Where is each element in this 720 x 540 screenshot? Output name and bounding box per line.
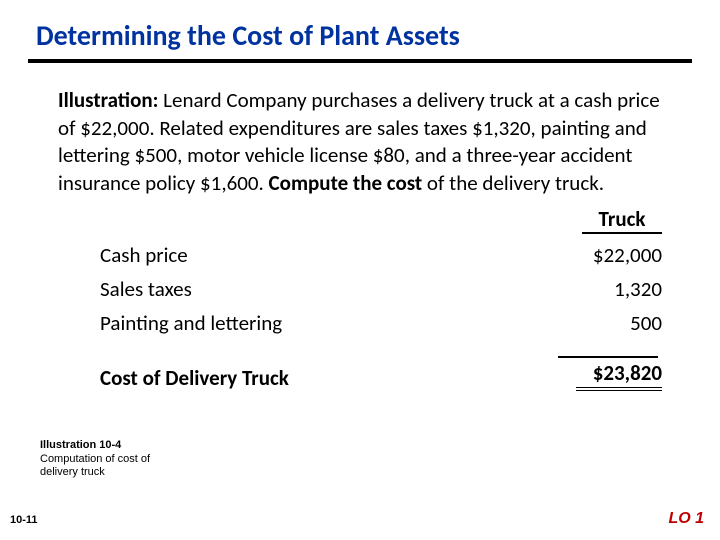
- illustration-paragraph: Illustration: Lenard Company purchases a…: [0, 63, 720, 202]
- table-row: Cash price $22,000: [100, 238, 662, 272]
- paragraph-tail: of the delivery truck.: [422, 170, 604, 196]
- row-value: 500: [448, 306, 662, 340]
- table-header-truck: Truck: [582, 206, 662, 234]
- total-value-cell: $23,820: [448, 356, 662, 395]
- row-value: 1,320: [448, 272, 662, 306]
- cost-table: Truck Cash price $22,000 Sales taxes 1,3…: [0, 202, 720, 395]
- caption-title: Illustration 10-4: [40, 439, 190, 453]
- row-label: Sales taxes: [100, 272, 448, 306]
- row-value: $22,000: [448, 238, 662, 272]
- learning-objective: LO 1: [668, 510, 704, 528]
- table-row: Sales taxes 1,320: [100, 272, 662, 306]
- paragraph-bold2: Compute the cost: [269, 170, 423, 196]
- illustration-caption: Illustration 10-4 Computation of cost of…: [40, 439, 190, 480]
- caption-text: Computation of cost of delivery truck: [40, 453, 190, 481]
- table-row: Painting and lettering 500: [100, 306, 662, 340]
- slide-title: Determining the Cost of Plant Assets: [36, 18, 684, 53]
- total-label: Cost of Delivery Truck: [100, 356, 448, 395]
- row-label: Cash price: [100, 238, 448, 272]
- total-value: $23,820: [576, 360, 662, 391]
- page-number: 10-11: [10, 514, 38, 526]
- table-total-row: Cost of Delivery Truck $23,820: [100, 356, 662, 395]
- row-label: Painting and lettering: [100, 306, 448, 340]
- paragraph-lead: Illustration:: [58, 87, 158, 113]
